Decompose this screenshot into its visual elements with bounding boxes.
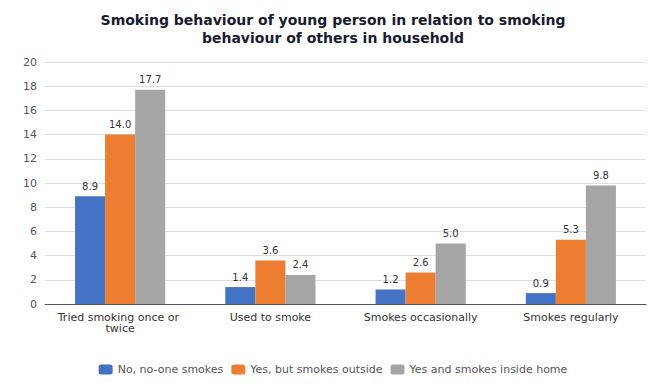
svg-text:1.4: 1.4	[232, 272, 248, 283]
svg-text:behaviour of others in househo: behaviour of others in household	[202, 30, 464, 46]
svg-text:1.2: 1.2	[383, 274, 399, 285]
svg-text:No, no-one smokes: No, no-one smokes	[118, 363, 224, 376]
svg-text:twice: twice	[106, 322, 135, 335]
svg-text:5.0: 5.0	[443, 228, 459, 239]
svg-text:12: 12	[23, 152, 37, 165]
svg-text:2: 2	[30, 273, 37, 286]
svg-text:17.7: 17.7	[139, 74, 161, 85]
svg-text:8.9: 8.9	[82, 181, 98, 192]
svg-text:Smokes regularly: Smokes regularly	[523, 311, 619, 324]
svg-text:Yes, but smokes outside: Yes, but smokes outside	[249, 363, 382, 376]
svg-text:Used to smoke: Used to smoke	[230, 311, 312, 324]
svg-text:Smokes occasionally: Smokes occasionally	[364, 311, 478, 324]
svg-text:0.9: 0.9	[533, 278, 549, 289]
svg-text:14: 14	[23, 128, 37, 141]
svg-text:14.0: 14.0	[109, 119, 131, 130]
svg-text:Tried smoking once or: Tried smoking once or	[57, 311, 183, 324]
svg-text:2.6: 2.6	[413, 257, 429, 268]
svg-text:Yes and smokes inside home: Yes and smokes inside home	[409, 363, 568, 376]
svg-text:6: 6	[30, 225, 37, 238]
svg-text:0: 0	[30, 298, 37, 311]
svg-text:4: 4	[30, 249, 37, 262]
svg-text:16: 16	[23, 104, 37, 117]
svg-text:20: 20	[23, 56, 37, 69]
svg-text:8: 8	[30, 201, 37, 214]
svg-text:Smoking behaviour of young per: Smoking behaviour of young person in rel…	[101, 12, 566, 28]
svg-text:5.3: 5.3	[563, 224, 579, 235]
svg-text:9.8: 9.8	[593, 170, 609, 181]
svg-text:3.6: 3.6	[262, 245, 278, 256]
svg-text:2.4: 2.4	[292, 259, 308, 270]
svg-text:18: 18	[23, 80, 37, 93]
svg-text:10: 10	[23, 177, 37, 190]
